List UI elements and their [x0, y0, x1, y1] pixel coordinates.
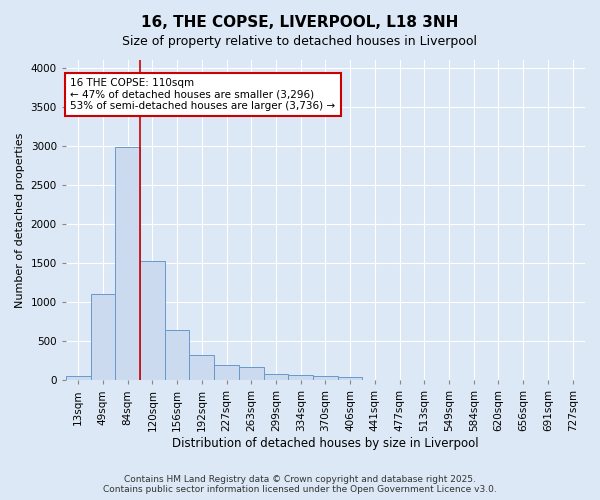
Bar [190, 354, 214, 380]
Bar [66, 376, 91, 380]
Text: Contains HM Land Registry data © Crown copyright and database right 2025.
Contai: Contains HM Land Registry data © Crown c… [103, 475, 497, 494]
Text: 16 THE COPSE: 110sqm
← 47% of detached houses are smaller (3,296)
53% of semi-de: 16 THE COPSE: 110sqm ← 47% of detached h… [70, 78, 335, 111]
Bar [214, 366, 239, 380]
X-axis label: Distribution of detached houses by size in Liverpool: Distribution of detached houses by size … [172, 437, 479, 450]
Bar [263, 374, 289, 380]
Bar [140, 261, 165, 380]
Bar [313, 376, 338, 380]
Text: Size of property relative to detached houses in Liverpool: Size of property relative to detached ho… [122, 35, 478, 48]
Bar [165, 330, 190, 380]
Text: 16, THE COPSE, LIVERPOOL, L18 3NH: 16, THE COPSE, LIVERPOOL, L18 3NH [142, 15, 458, 30]
Bar [239, 366, 263, 380]
Bar [338, 377, 362, 380]
Y-axis label: Number of detached properties: Number of detached properties [15, 132, 25, 308]
Bar [115, 148, 140, 380]
Bar [91, 294, 115, 380]
Bar [289, 375, 313, 380]
